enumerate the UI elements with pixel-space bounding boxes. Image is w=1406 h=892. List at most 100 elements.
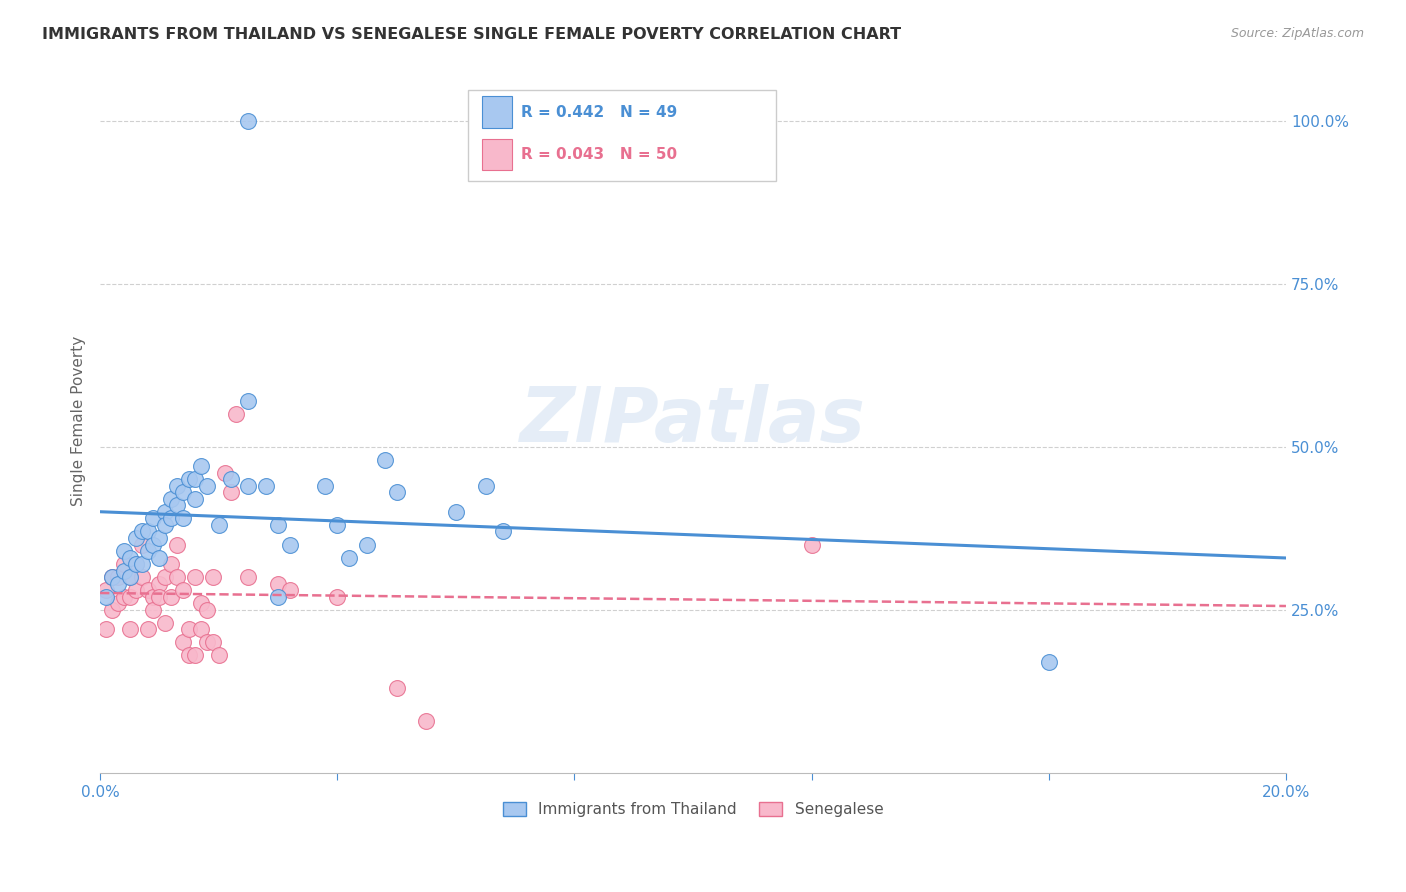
Point (125, 531, 148, 545)
Point (118, 570, 141, 584)
Point (94, 622, 117, 636)
Point (177, 472, 200, 486)
Point (184, 472, 207, 486)
Point (314, 479, 336, 493)
Point (125, 557, 148, 571)
Point (118, 570, 141, 584)
Point (278, 583, 301, 598)
Point (142, 590, 165, 604)
Point (101, 570, 124, 584)
Point (166, 499, 188, 513)
Point (101, 570, 124, 584)
Point (219, 485, 242, 500)
Point (118, 550, 141, 565)
Point (238, 479, 260, 493)
Point (177, 648, 200, 663)
FancyBboxPatch shape (482, 138, 512, 170)
Y-axis label: Single Female Poverty: Single Female Poverty (72, 335, 86, 506)
Point (190, 622, 212, 636)
Point (184, 648, 207, 663)
Text: IMMIGRANTS FROM THAILAND VS SENEGALESE SINGLE FEMALE POVERTY CORRELATION CHART: IMMIGRANTS FROM THAILAND VS SENEGALESE S… (42, 27, 901, 42)
Point (148, 531, 170, 545)
Text: ZIPatlas: ZIPatlas (520, 384, 866, 458)
Point (326, 590, 349, 604)
Point (131, 570, 153, 584)
Point (148, 576, 170, 591)
Point (238, 570, 260, 584)
Point (172, 583, 194, 598)
Point (184, 570, 207, 584)
Point (160, 491, 183, 506)
Point (190, 596, 212, 610)
Point (219, 472, 242, 486)
Point (142, 537, 165, 551)
Point (195, 603, 218, 617)
Point (492, 524, 515, 539)
Point (155, 518, 177, 533)
Point (337, 550, 360, 565)
Point (177, 622, 200, 636)
Point (238, 113, 260, 128)
Point (208, 518, 231, 533)
Point (160, 511, 183, 525)
Point (155, 570, 177, 584)
Point (172, 511, 194, 525)
Point (195, 635, 218, 649)
Point (474, 479, 496, 493)
Point (356, 537, 378, 551)
Point (118, 590, 141, 604)
Point (166, 479, 188, 493)
Point (238, 394, 260, 409)
Point (385, 485, 408, 500)
Point (112, 544, 135, 558)
Point (201, 570, 224, 584)
Point (155, 615, 177, 630)
Point (160, 590, 183, 604)
Point (107, 576, 129, 591)
Point (800, 537, 823, 551)
Point (444, 505, 467, 519)
Point (415, 714, 437, 728)
Text: R = 0.442   N = 49: R = 0.442 N = 49 (522, 104, 678, 120)
Point (166, 570, 188, 584)
Point (225, 407, 247, 421)
Point (155, 505, 177, 519)
Point (142, 603, 165, 617)
Point (131, 537, 153, 551)
Legend: Immigrants from Thailand, Senegalese: Immigrants from Thailand, Senegalese (495, 795, 891, 825)
Point (131, 524, 153, 539)
Point (136, 622, 159, 636)
Point (125, 583, 148, 598)
Point (374, 452, 396, 467)
Point (267, 518, 290, 533)
Point (385, 681, 408, 695)
Point (1038, 655, 1060, 669)
Point (208, 648, 231, 663)
Point (142, 511, 165, 525)
Point (148, 550, 170, 565)
Point (195, 479, 218, 493)
Point (278, 537, 301, 551)
Point (214, 466, 236, 480)
Point (112, 564, 135, 578)
Text: R = 0.043   N = 50: R = 0.043 N = 50 (522, 147, 678, 161)
Point (94, 583, 117, 598)
Point (201, 635, 224, 649)
Point (184, 491, 207, 506)
Point (267, 590, 290, 604)
Point (101, 603, 124, 617)
FancyBboxPatch shape (468, 90, 776, 181)
Point (166, 537, 188, 551)
Point (131, 557, 153, 571)
Text: Source: ZipAtlas.com: Source: ZipAtlas.com (1230, 27, 1364, 40)
Point (107, 570, 129, 584)
Point (190, 459, 212, 474)
Point (172, 485, 194, 500)
Point (172, 635, 194, 649)
Point (136, 524, 159, 539)
Point (148, 590, 170, 604)
Point (326, 518, 349, 533)
Point (125, 557, 148, 571)
Point (267, 576, 290, 591)
Point (118, 622, 141, 636)
